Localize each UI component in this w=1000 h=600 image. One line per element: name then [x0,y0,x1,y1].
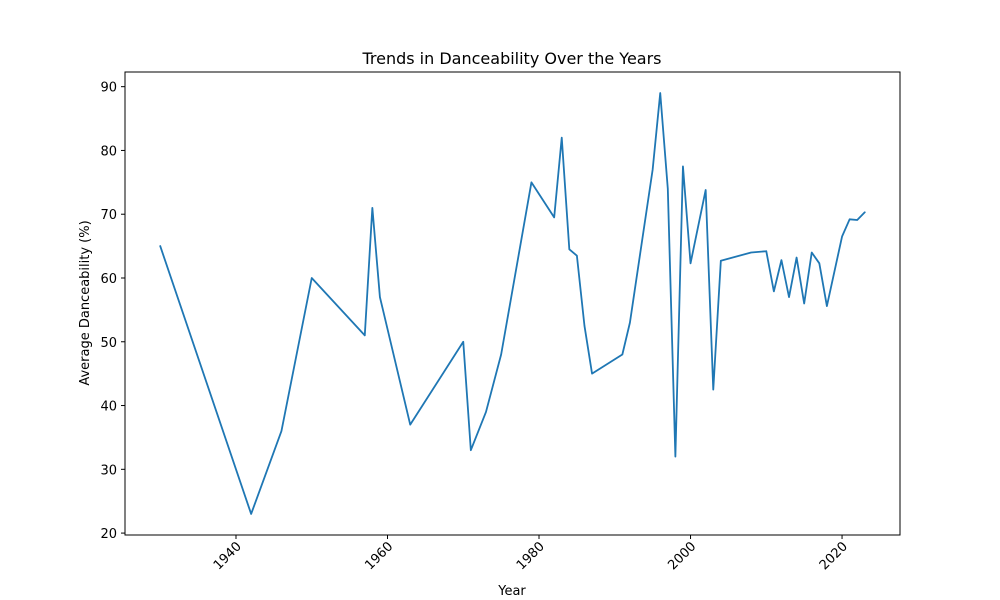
y-axis-label: Average Danceability (%) [78,220,93,385]
y-tick-label: 70 [100,208,117,223]
y-axis: 20 30 40 50 60 70 80 90 [100,81,125,542]
y-tick-label: 80 [100,144,117,159]
x-tick-label: 2020 [817,539,851,573]
x-axis-label: Year [497,584,526,599]
y-tick-label: 50 [100,336,117,351]
x-tick-label: 2000 [665,539,699,573]
y-tick-label: 30 [100,463,117,478]
series-group [159,92,866,515]
x-tick-label: 1960 [362,539,396,573]
plot-frame [124,71,901,536]
y-tick-label: 60 [100,272,117,287]
x-tick-label: 1940 [211,539,245,573]
danceability-line [159,92,866,515]
x-tick-label: 1980 [514,539,548,573]
y-tick-label: 40 [100,400,117,415]
y-tick-label: 20 [100,527,117,542]
chart-title: Trends in Danceability Over the Years [361,49,661,68]
y-tick-label: 90 [100,81,117,96]
x-axis: 1940 1960 1980 2000 2020 [211,535,851,573]
